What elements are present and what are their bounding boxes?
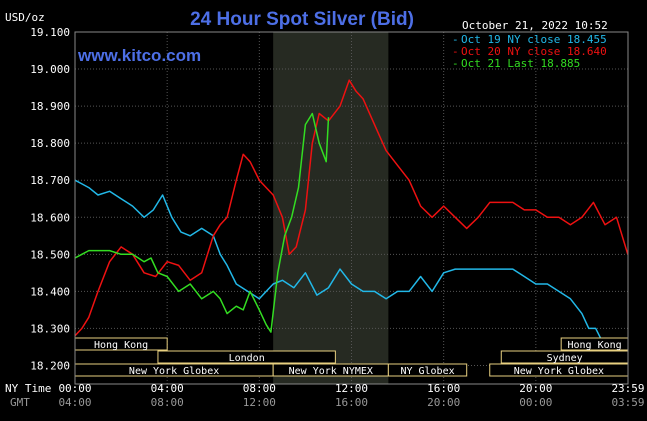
series-line-1 (74, 179, 629, 356)
legend-entry: Oct 21 Last 18.885 (461, 57, 580, 70)
session-label: New York NYMEX (289, 366, 373, 377)
session-label: New York Globex (129, 366, 219, 377)
x-tick-label-gmt: 00:00 (519, 396, 552, 409)
x-tick-label-gmt: 04:00 (58, 396, 91, 409)
y-tick-label: 18.800 (30, 137, 70, 150)
y-tick-label: 18.200 (30, 359, 70, 372)
session-label: Hong Kong (567, 340, 621, 351)
shaded-nymex-region (273, 32, 389, 384)
x-tick-label-ny: 00:00 (58, 382, 91, 395)
x-axis-gmt-label: GMT (10, 396, 30, 409)
y-tick-label: 19.100 (30, 26, 70, 39)
session-bar (387, 363, 468, 377)
session-label: London (229, 353, 265, 364)
y-tick-label: 18.400 (30, 285, 70, 298)
x-axis-ny-label: NY Time (5, 382, 51, 395)
session-label: Hong Kong (94, 340, 148, 351)
x-tick-label-gmt: 03:59 (611, 396, 644, 409)
plot-frame (74, 31, 629, 385)
legend-entry: Oct 19 NY close 18.455 (461, 33, 607, 46)
x-tick-labels: 00:0004:0004:0008:0008:0012:0012:0016:00… (58, 382, 644, 409)
x-tick-label-gmt: 12:00 (243, 396, 276, 409)
chart-title: 24 Hour Spot Silver (Bid) (190, 9, 414, 30)
y-tick-label: 18.900 (30, 100, 70, 113)
x-tick-label-ny: 23:59 (611, 382, 644, 395)
timestamp: October 21, 2022 10:52 (462, 19, 608, 32)
y-tick-label: 18.300 (30, 322, 70, 335)
legend-marker: - (452, 45, 459, 58)
x-tick-label-ny: 16:00 (427, 382, 460, 395)
y-tick-labels: 19.100 19.000 18.900 18.800 18.700 18.600 18.5… (30, 26, 70, 372)
session-bars: Hong Kong Hong Kong London Sydney New York G… (74, 337, 629, 377)
x-tick-label-ny: 12:00 (335, 382, 368, 395)
y-axis-label: USD/oz (5, 11, 45, 24)
y-tick-label: 18.500 (30, 248, 70, 261)
x-tick-label-gmt: 08:00 (151, 396, 184, 409)
x-tick-label-gmt: 16:00 (335, 396, 368, 409)
legend-entry: Oct 20 NY close 18.640 (461, 45, 607, 58)
series-line-3 (74, 112, 330, 333)
y-tick-label: 18.600 (30, 211, 70, 224)
series-line-2 (74, 79, 629, 337)
session-label: New York Globex (514, 366, 604, 377)
x-tick-label-gmt: 20:00 (427, 396, 460, 409)
x-tick-label-ny: 20:00 (519, 382, 552, 395)
x-tick-label-ny: 04:00 (151, 382, 184, 395)
series-lines (74, 79, 629, 356)
legend-marker: - (452, 33, 459, 46)
legend-marker: - (452, 57, 459, 70)
y-tick-label: 19.000 (30, 63, 70, 76)
legend: - Oct 19 NY close 18.455- Oct 20 NY close … (452, 33, 607, 70)
session-bar (157, 350, 336, 364)
x-tick-label-ny: 08:00 (243, 382, 276, 395)
watermark-url: www.kitco.com (77, 46, 201, 65)
session-label: Sydney (547, 353, 583, 364)
session-label: NY Globex (400, 366, 454, 377)
y-tick-label: 18.700 (30, 174, 70, 187)
